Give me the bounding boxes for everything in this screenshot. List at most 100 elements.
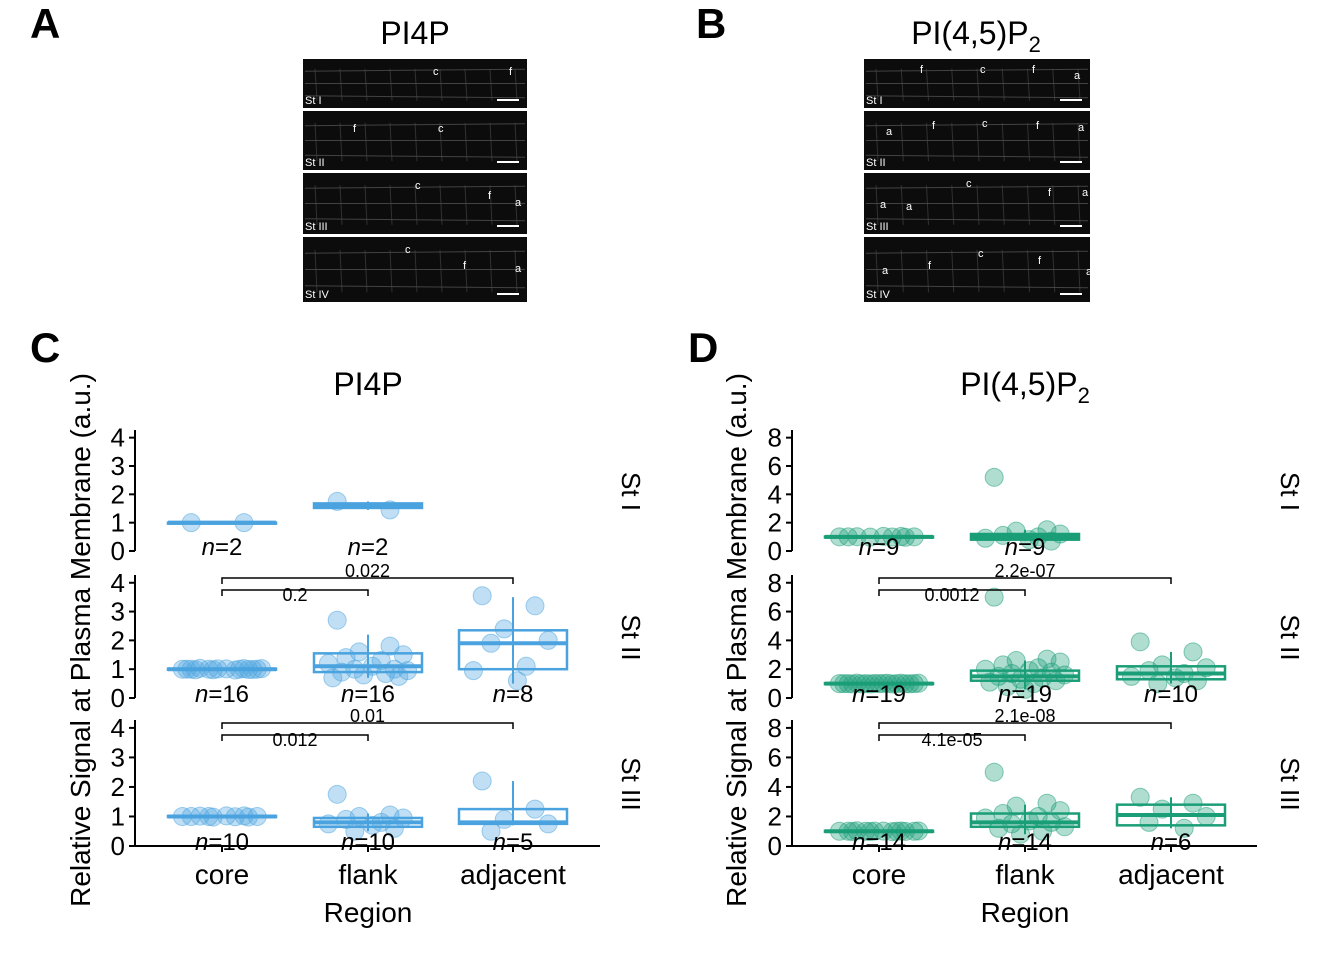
comparison-bracket: 0.01: [221, 706, 514, 729]
n-label-value: =10: [354, 829, 395, 856]
data-point: [829, 527, 849, 547]
stage-label: St III: [866, 221, 889, 233]
stage-label: St II: [305, 157, 325, 169]
n-label: n=10: [195, 829, 249, 856]
stage-label: St IV: [305, 289, 330, 301]
n-label: n=9: [859, 534, 900, 561]
data-point: [384, 818, 404, 838]
cell-outline: [389, 185, 393, 225]
y-tick-label: 3: [111, 597, 125, 627]
data-point: [481, 633, 501, 653]
n-label: n=5: [493, 829, 534, 856]
data-point: [538, 630, 558, 650]
x-axis-label: Region: [981, 897, 1070, 928]
cell-outline: [364, 122, 368, 162]
cell-outline: [875, 249, 879, 293]
region-label: a: [1082, 187, 1089, 199]
data-point: [1033, 821, 1053, 841]
p-value-label: 2.1e-08: [994, 706, 1055, 726]
data-point: [829, 674, 849, 694]
y-tick-label: 6: [768, 597, 782, 627]
cell-outline: [439, 249, 443, 293]
n-label-prefix: n: [998, 829, 1011, 856]
x-axis-label: Region: [324, 897, 413, 928]
micrograph-image: St III c f a: [303, 173, 527, 234]
data-point: [1130, 787, 1150, 807]
chart-pip2: PI(4,5)P2 Relative Signal at Plasma Memb…: [721, 366, 1305, 928]
n-label-value: =16: [354, 681, 395, 708]
n-label-prefix: n: [493, 681, 506, 708]
data-point: [463, 661, 483, 681]
region-label: f: [463, 260, 467, 272]
data-point: [472, 771, 492, 791]
facet-strip-label: St I: [1275, 472, 1305, 511]
comparison-bracket: 0.012: [221, 730, 369, 750]
n-label: n=2: [348, 534, 389, 561]
n-label-prefix: n: [998, 681, 1011, 708]
box-group-core: n=14: [823, 821, 935, 856]
n-label-value: =19: [865, 681, 906, 708]
x-tick-label: flank: [338, 859, 398, 890]
stage-label: St II: [866, 157, 886, 169]
data-point: [1165, 668, 1185, 688]
data-point: [1187, 671, 1207, 691]
region-label: a: [1086, 266, 1093, 278]
n-label-prefix: n: [195, 829, 208, 856]
region-label: c: [433, 66, 439, 78]
cell-outline: [1052, 122, 1056, 162]
data-point: [975, 808, 995, 828]
n-label-value: =10: [1157, 681, 1198, 708]
cell-outline: [489, 249, 493, 293]
data-point: [887, 821, 907, 841]
cell-outline: [1052, 185, 1056, 225]
data-point: [1046, 671, 1066, 691]
y-tick-label: 1: [111, 654, 125, 684]
y-tick-label: 3: [111, 451, 125, 481]
y-tick-label: 4: [111, 713, 125, 743]
cell-outline: [464, 185, 468, 225]
cell-outline: [414, 185, 418, 225]
cell-outline: [1027, 122, 1030, 162]
comparison-bracket: 0.0012: [878, 585, 1026, 605]
cell-outline: [314, 185, 318, 225]
data-point: [327, 610, 347, 630]
data-point: [230, 659, 250, 679]
region-label: f: [488, 190, 492, 202]
data-point: [199, 806, 219, 826]
x-tick-label: adjacent: [1118, 859, 1224, 890]
cell-outline: [875, 68, 879, 101]
data-point: [345, 821, 365, 841]
box-group-core: n=19: [823, 673, 935, 708]
cell-outline: [364, 249, 368, 293]
cell-outline: [514, 185, 518, 225]
box-group-core: n=16: [166, 658, 278, 708]
data-point: [172, 806, 192, 826]
cell-outline: [389, 249, 393, 293]
data-point: [1152, 799, 1172, 819]
y-tick-label: 0: [111, 831, 125, 861]
cell-outline: [489, 122, 493, 162]
facet-strip-label: St I: [616, 472, 646, 511]
y-tick-label: 6: [768, 742, 782, 772]
y-tick-label: 1: [111, 508, 125, 538]
cell-outline: [514, 249, 518, 293]
data-point: [989, 818, 1009, 838]
data-point: [1174, 818, 1194, 838]
comparison-bracket: 2.1e-08: [878, 706, 1172, 729]
cell-outline: [1001, 122, 1005, 162]
cell-outline: [414, 68, 418, 101]
data-point: [481, 821, 501, 841]
cell-outline: [1027, 249, 1030, 293]
data-point: [869, 674, 889, 694]
data-point: [494, 619, 514, 639]
chart-pi4p: PI4P Relative Signal at Plasma Membrane …: [65, 366, 646, 928]
y-tick-label: 8: [768, 568, 782, 598]
data-point: [208, 659, 228, 679]
box-group-adjacent: n=10: [1115, 632, 1227, 708]
n-label-value: =8: [506, 681, 533, 708]
data-point: [243, 659, 263, 679]
cell-outline: [314, 122, 318, 162]
y-tick-label: 4: [768, 625, 782, 655]
y-axis-label: Relative Signal at Plasma Membrane (a.u.…: [65, 373, 96, 907]
